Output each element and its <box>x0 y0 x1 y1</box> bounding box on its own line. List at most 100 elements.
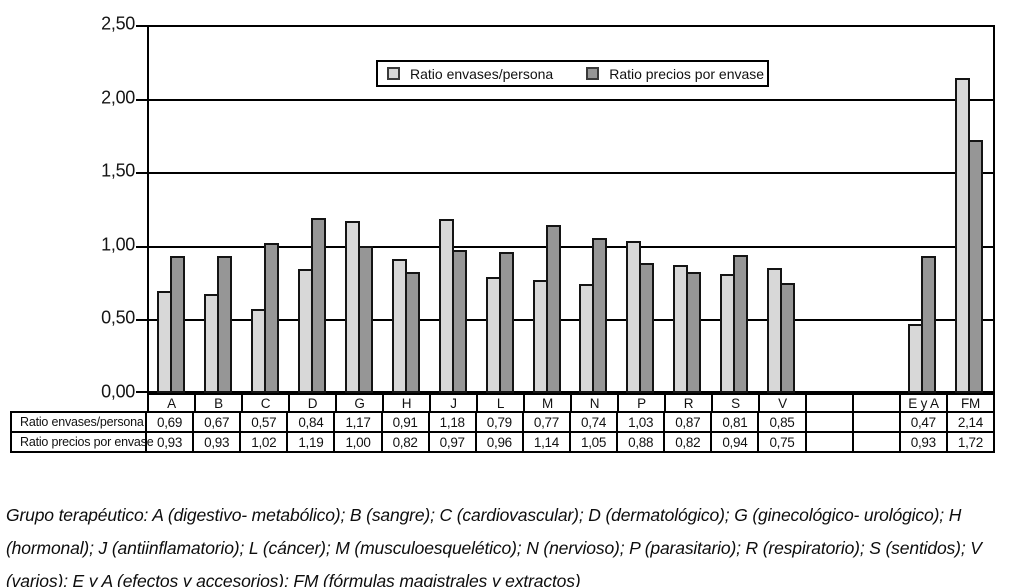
table-category-cell: D <box>288 395 335 411</box>
legend-item-envases: Ratio envases/persona <box>387 66 553 82</box>
table-category-cell: C <box>241 395 288 411</box>
legend-swatch-precios-icon <box>586 67 600 80</box>
table-cell: 1,05 <box>568 433 616 451</box>
table-cell: 0,91 <box>380 413 428 431</box>
table-cell: 1,03 <box>616 413 663 431</box>
bar-precios-H <box>405 272 420 393</box>
table-row: Ratio envases/persona 0,69 0,67 0,57 0,84 1,1… <box>12 413 993 431</box>
bar-precios-FM <box>968 140 983 393</box>
y-axis-tick <box>136 172 147 174</box>
bar-precios-D <box>311 218 326 393</box>
table-cell: 2,14 <box>945 413 993 431</box>
gridline-1,00 <box>149 246 993 248</box>
y-axis: 0,00 0,50 1,00 1,50 2,00 2,50 <box>0 14 147 402</box>
y-axis-tick <box>136 25 147 27</box>
figure-caption: Grupo terapéutico: A (digestivo- metaból… <box>6 504 982 587</box>
table-category-cell: L <box>476 395 523 411</box>
table-category-cell: N <box>570 395 617 411</box>
table-category-cell: FM <box>946 395 993 411</box>
y-axis-label: 1,50 <box>101 160 135 181</box>
table-row-header: Ratio precios por envase <box>12 433 154 451</box>
y-axis-label: 2,50 <box>101 13 135 34</box>
table-cell: 1,14 <box>521 433 569 451</box>
y-axis-tick <box>136 99 147 101</box>
table-category-cell: V <box>758 395 805 411</box>
table-cell: 0,67 <box>192 413 239 431</box>
table-cell: 0,97 <box>427 433 475 451</box>
table-category-cell: H <box>382 395 429 411</box>
table-cell: 1,19 <box>286 433 333 451</box>
table-row-header: Ratio envases/persona <box>12 413 147 431</box>
table-cell: 0,93 <box>157 434 183 450</box>
chart-legend: Ratio envases/persona Ratio precios por … <box>376 60 769 87</box>
bar-precios-N <box>592 238 607 393</box>
y-axis-tick <box>136 391 147 393</box>
table-cell: 0,85 <box>757 413 804 431</box>
table-cell: 0,57 <box>239 413 286 431</box>
table-cell: 0,88 <box>616 433 663 451</box>
table-category-cell <box>852 395 899 411</box>
table-row: Ratio precios por envase 0,93 0,93 1,02 1,19… <box>12 431 993 451</box>
bar-precios-B <box>217 256 232 393</box>
gridline-2,50 <box>149 25 993 27</box>
bar-precios-E y A <box>921 256 936 393</box>
bar-precios-S <box>733 255 748 393</box>
bar-precios-M <box>546 225 561 393</box>
y-axis-tick <box>136 246 147 248</box>
y-axis-tick <box>136 319 147 321</box>
table-cell: 1,18 <box>427 413 475 431</box>
table-cell: 0,69 <box>157 414 183 430</box>
table-cell: 0,94 <box>710 433 757 451</box>
bar-precios-P <box>639 263 654 393</box>
table-cell: 0,84 <box>286 413 333 431</box>
table-category-cell: A <box>167 395 176 411</box>
bar-precios-L <box>499 252 514 393</box>
gridline-0,00 <box>149 391 993 393</box>
table-cell: 1,17 <box>333 413 380 431</box>
bar-precios-C <box>264 243 279 393</box>
table-category-cell: J <box>429 395 476 411</box>
table-cell: 0,82 <box>380 433 428 451</box>
table-cell: 1,72 <box>945 433 993 451</box>
bar-precios-R <box>686 272 701 393</box>
table-cell <box>804 413 852 431</box>
table-cell <box>851 413 899 431</box>
y-axis-label: 0,00 <box>101 381 135 402</box>
legend-swatch-envases-icon <box>387 67 400 80</box>
bar-precios-J <box>452 250 467 393</box>
table-cell: 1,02 <box>239 433 286 451</box>
table-category-cell: M <box>523 395 570 411</box>
table-cell: 1,00 <box>333 433 380 451</box>
gridline-0,50 <box>149 319 993 321</box>
table-category-cell <box>805 395 852 411</box>
legend-item-precios: Ratio precios por envase <box>586 66 764 82</box>
table-cell: 0,79 <box>474 413 522 431</box>
bar-precios-V <box>780 283 795 393</box>
table-category-cell: G <box>335 395 382 411</box>
table-cell: 0,75 <box>757 433 804 451</box>
table-category-cell: E y A <box>899 395 946 411</box>
table-cell: 0,74 <box>568 413 616 431</box>
table-cell: 0,93 <box>192 433 239 451</box>
table-cell: 0,87 <box>663 413 710 431</box>
table-cell: 0,96 <box>474 433 522 451</box>
table-cell: 0,93 <box>898 433 946 451</box>
table-category-cell: R <box>664 395 711 411</box>
table-cell: 0,77 <box>521 413 569 431</box>
gridline-2,00 <box>149 99 993 101</box>
y-axis-label: 2,00 <box>101 87 135 108</box>
legend-label-envases: Ratio envases/persona <box>410 65 554 82</box>
y-axis-label: 0,50 <box>101 307 135 328</box>
table-category-cell: B <box>194 395 241 411</box>
table-cell <box>851 433 899 451</box>
y-axis-label: 1,00 <box>101 234 135 255</box>
table-category-cell: S <box>711 395 758 411</box>
legend-label-precios: Ratio precios por envase <box>609 65 765 82</box>
table-cell: 0,82 <box>663 433 710 451</box>
gridline-1,50 <box>149 172 993 174</box>
table-cell <box>804 433 852 451</box>
table-cell: 0,47 <box>898 413 946 431</box>
bar-precios-G <box>358 246 373 393</box>
